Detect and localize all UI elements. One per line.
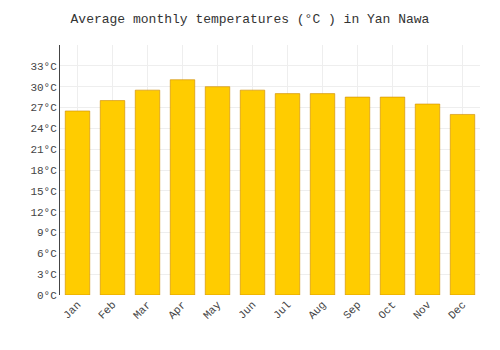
svg-text:Feb: Feb xyxy=(96,299,118,321)
svg-text:15°C: 15°C xyxy=(30,186,57,198)
svg-text:Sep: Sep xyxy=(341,299,363,321)
svg-text:Jun: Jun xyxy=(236,299,258,321)
svg-text:27°C: 27°C xyxy=(30,102,57,114)
svg-text:33°C: 33°C xyxy=(30,61,57,73)
svg-text:0°C: 0°C xyxy=(37,290,57,302)
svg-text:Mar: Mar xyxy=(131,299,153,321)
svg-text:24°C: 24°C xyxy=(30,123,57,135)
svg-text:3°C: 3°C xyxy=(37,269,57,281)
svg-text:30°C: 30°C xyxy=(30,82,57,94)
svg-text:Apr: Apr xyxy=(166,299,188,321)
svg-text:Jul: Jul xyxy=(271,299,293,321)
svg-text:12°C: 12°C xyxy=(30,207,57,219)
svg-text:Jan: Jan xyxy=(61,299,83,321)
svg-text:18°C: 18°C xyxy=(30,165,57,177)
svg-text:Oct: Oct xyxy=(376,299,398,321)
svg-text:21°C: 21°C xyxy=(30,144,57,156)
svg-text:May: May xyxy=(201,299,224,322)
svg-text:Dec: Dec xyxy=(446,299,468,321)
svg-text:9°C: 9°C xyxy=(37,227,57,239)
svg-text:Aug: Aug xyxy=(306,299,328,321)
svg-text:6°C: 6°C xyxy=(37,248,57,260)
svg-text:Average monthly temperatures (: Average monthly temperatures (°C ) in Ya… xyxy=(71,12,430,27)
svg-text:Nov: Nov xyxy=(411,299,434,322)
